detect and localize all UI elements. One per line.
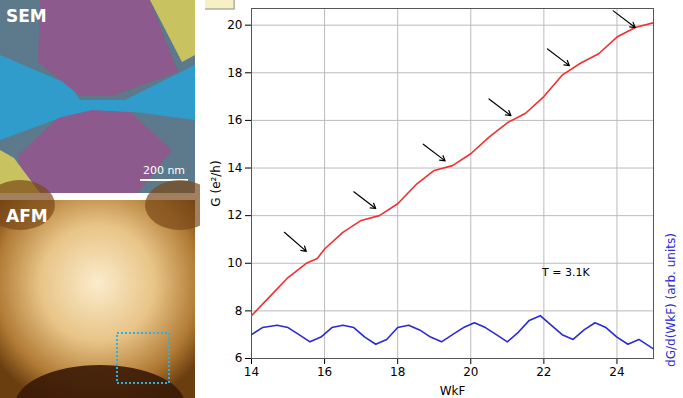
svg-text:16: 16 [227,113,242,127]
svg-text:24: 24 [609,365,624,379]
svg-text:200 nm: 200 nm [143,164,185,177]
svg-text:22: 22 [536,365,551,379]
svg-text:WkF: WkF [440,384,466,398]
svg-text:12: 12 [227,208,242,222]
svg-text:8: 8 [235,304,243,318]
svg-text:20: 20 [463,365,478,379]
svg-text:G (e²/h): G (e²/h) [209,160,223,206]
svg-text:10: 10 [227,256,242,270]
svg-text:20: 20 [227,18,242,32]
svg-text:6: 6 [235,351,243,365]
svg-text:T = 3.1K: T = 3.1K [541,266,590,279]
svg-text:14: 14 [244,365,259,379]
svg-text:18: 18 [390,365,405,379]
svg-text:dG/d(WkF) (arb. units): dG/d(WkF) (arb. units) [664,233,678,367]
svg-text:AFM: AFM [6,206,48,226]
svg-text:14: 14 [227,161,242,175]
svg-text:SEM: SEM [6,6,47,26]
svg-text:16: 16 [317,365,332,379]
svg-text:18: 18 [227,66,242,80]
